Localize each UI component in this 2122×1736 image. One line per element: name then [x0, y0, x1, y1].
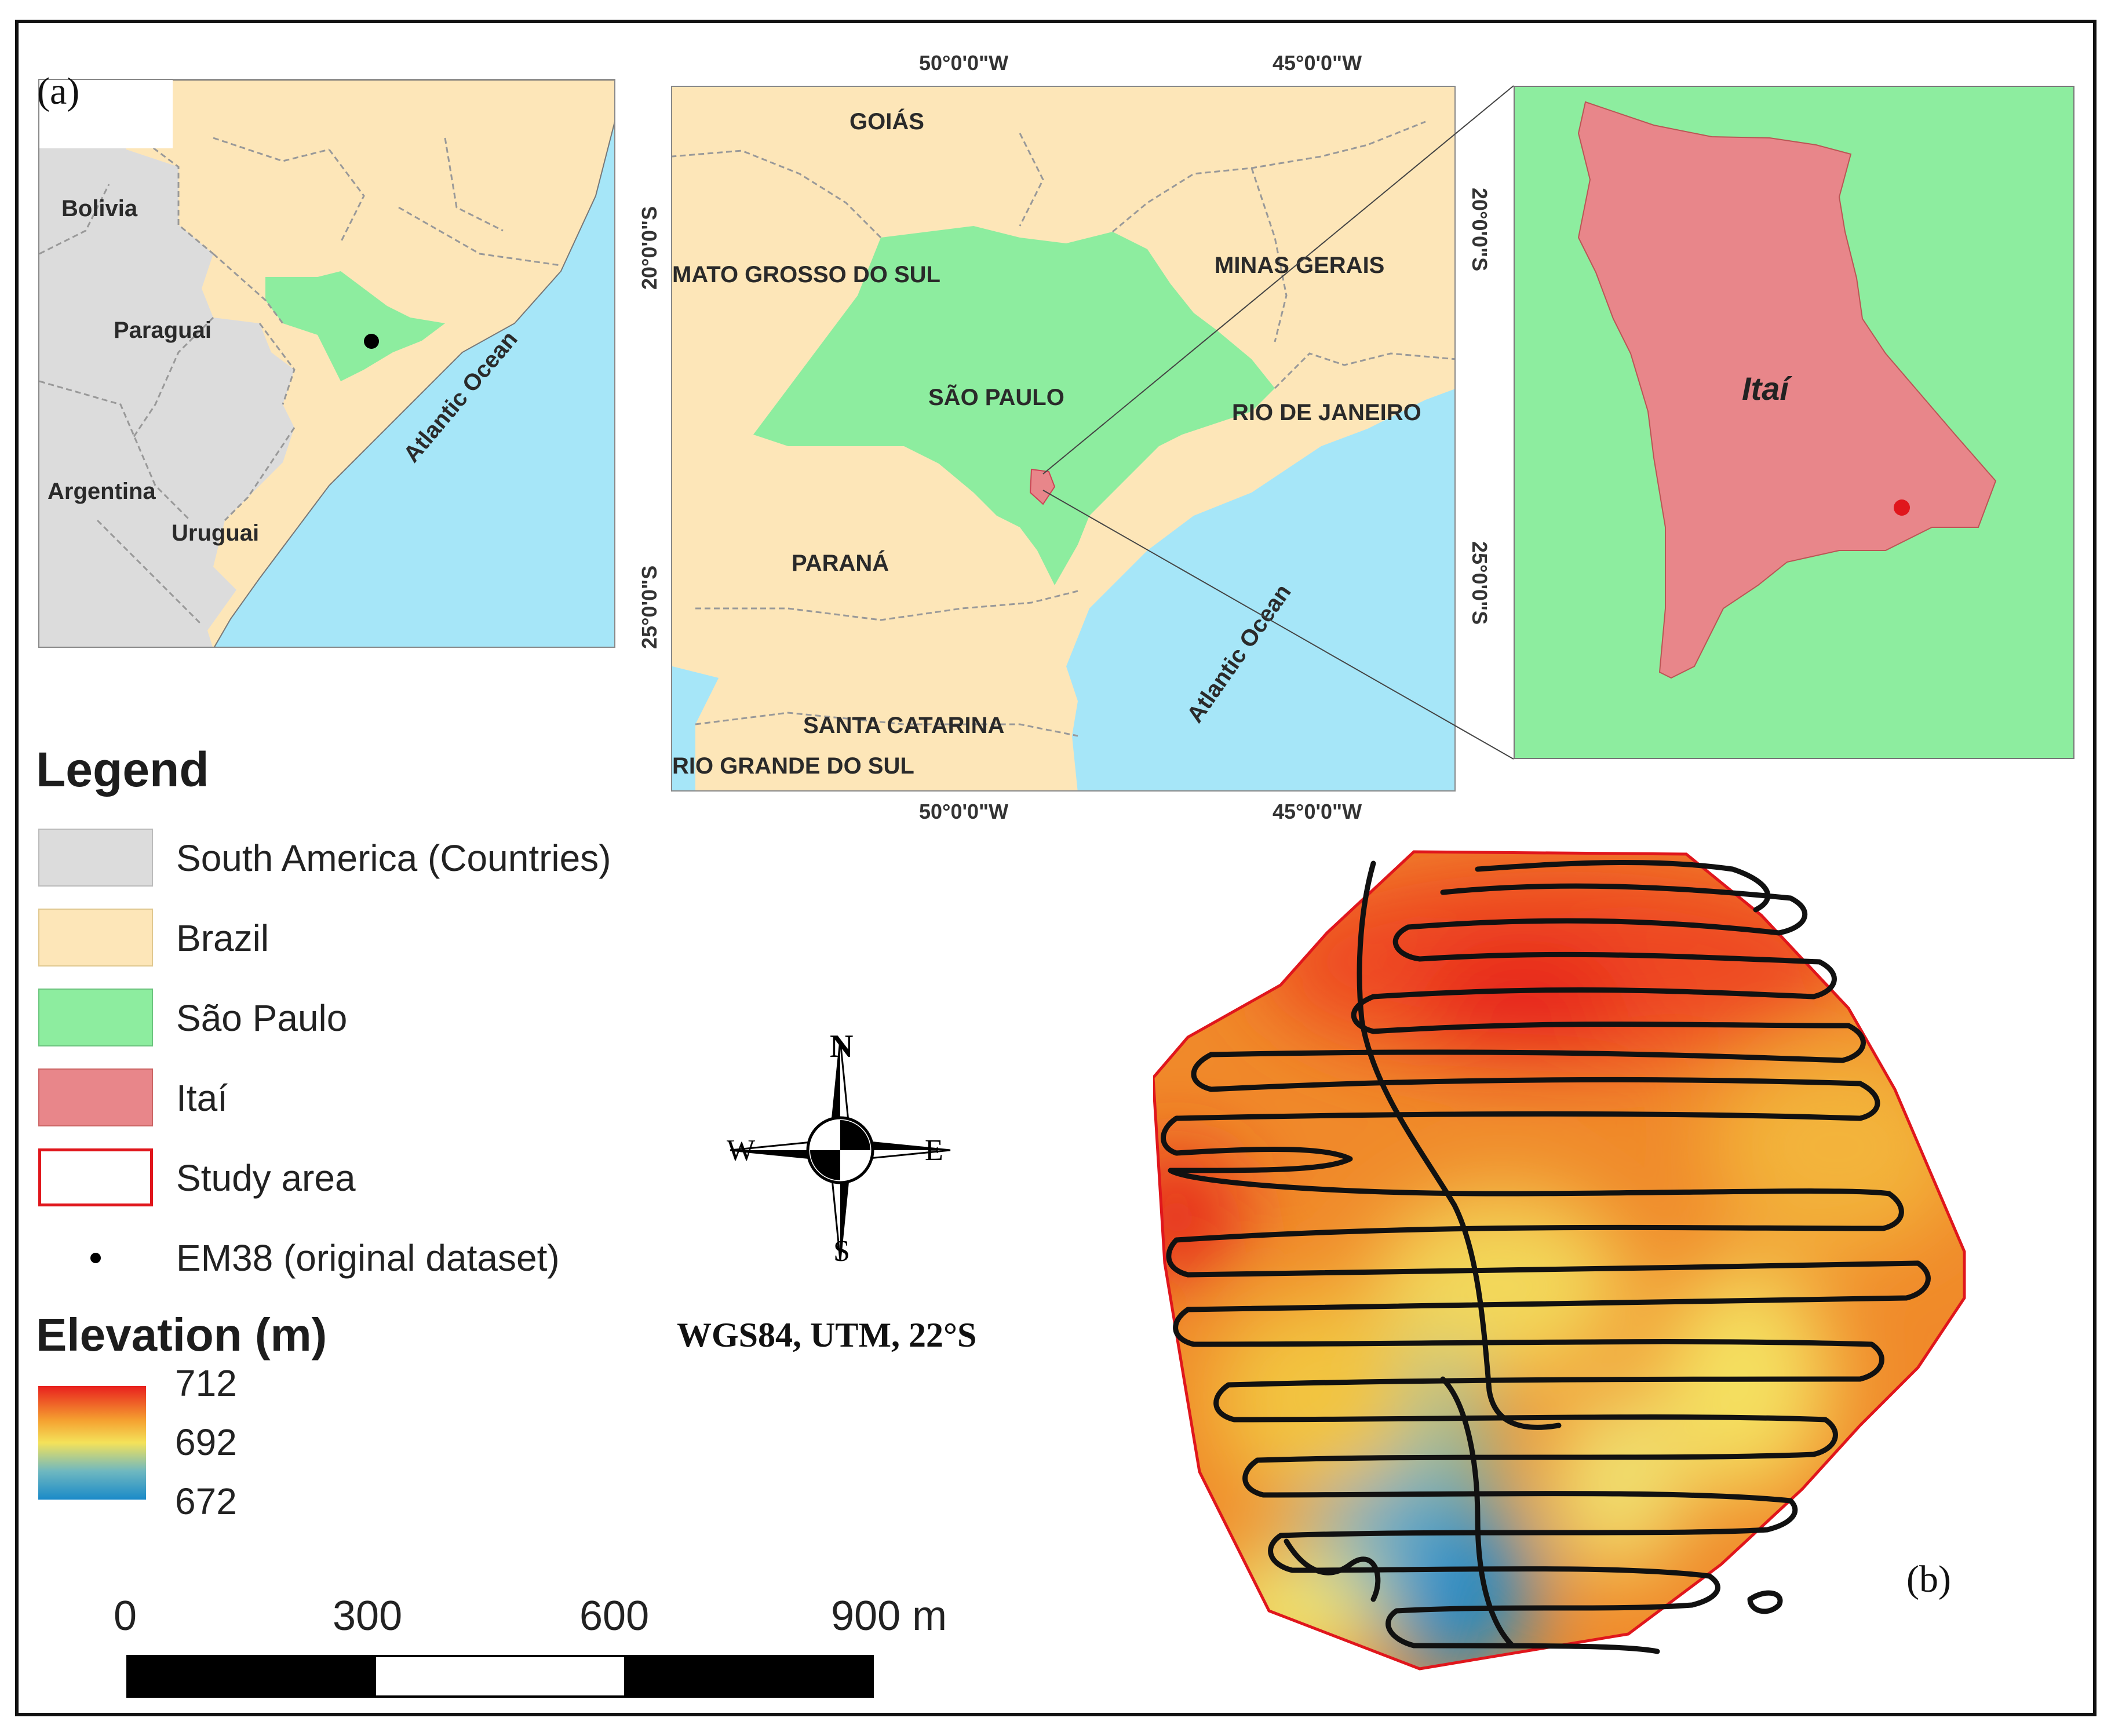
lon-top-45: 45°0'0"W: [1273, 51, 1362, 75]
legend-label-sao-paulo: São Paulo: [176, 997, 348, 1039]
label-paraguai: Paraguai: [114, 318, 212, 343]
label-parana: PARANÁ: [792, 550, 889, 576]
compass-e: E: [925, 1134, 943, 1167]
legend-label-brazil: Brazil: [176, 917, 269, 959]
legend-label-study-area: Study area: [176, 1157, 356, 1199]
elevation-title: Elevation (m): [36, 1309, 327, 1361]
legend-em38-dot: [90, 1253, 101, 1263]
legend-label-em38: EM38 (original dataset): [176, 1237, 560, 1279]
crs-label: WGS84, UTM, 22°S: [677, 1316, 977, 1354]
compass-w: W: [727, 1134, 756, 1167]
label-itai: Itaí: [1742, 370, 1789, 407]
elevation-mid-label: 692: [175, 1421, 237, 1463]
label-santa-catarina: SANTA CATARINA: [803, 713, 1005, 738]
scalebar-tick-0: 0: [114, 1593, 137, 1639]
itai-em38-marker: [1894, 499, 1910, 516]
lon-top-50: 50°0'0"W: [919, 51, 1009, 75]
label-bolivia: Bolivia: [61, 196, 138, 221]
legend-swatch-study-area: [38, 1148, 153, 1206]
label-mato-grosso-do-sul: MATO GROSSO DO SUL: [672, 262, 940, 287]
legend-label-south-america: South America (Countries): [176, 837, 611, 879]
em38-point-marker: [364, 334, 379, 349]
scale-bar: [126, 1655, 874, 1698]
legend-swatch-itai: [38, 1068, 153, 1126]
lon-bottom-50: 50°0'0"W: [919, 800, 1009, 823]
legend-swatch-south-america: [38, 829, 153, 887]
legend-swatch-brazil: [38, 909, 153, 967]
inset-south-america: Bolivia Paraguai Argentina Uruguai Atlan…: [38, 79, 615, 648]
south-america-map: [39, 80, 614, 647]
compass-n: N: [830, 1029, 854, 1064]
em38-survey-tracks: [1161, 859, 1931, 1654]
legend-label-itai: Itaí: [176, 1077, 228, 1119]
label-sao-paulo: SÃO PAULO: [928, 385, 1064, 410]
label-uruguai: Uruguai: [172, 520, 260, 546]
itai-map: [1577, 101, 1997, 679]
elevation-color-ramp: [38, 1386, 146, 1500]
scalebar-tick-900: 900 m: [831, 1593, 947, 1639]
scalebar-tick-300: 300: [333, 1593, 403, 1639]
lon-bottom-45: 45°0'0"W: [1273, 800, 1362, 823]
label-rio-grande-do-sul: RIO GRANDE DO SUL: [672, 753, 914, 779]
panel-a-label: (a): [37, 70, 80, 112]
legend-title: Legend: [36, 742, 209, 797]
study-area-elevation-map: [1153, 850, 1966, 1671]
legend-swatch-sao-paulo: [38, 989, 153, 1046]
inset-brazil-sao-paulo: GOIÁS MATO GROSSO DO SUL MINAS GERAIS SÃ…: [671, 86, 1456, 792]
sao-paulo-map: [672, 87, 1454, 790]
elevation-min-label: 672: [175, 1480, 237, 1522]
scalebar-tick-600: 600: [579, 1593, 650, 1639]
panel-b-label: (b): [1906, 1558, 1951, 1600]
compass-s: S: [833, 1235, 850, 1268]
label-minas-gerais: MINAS GERAIS: [1215, 253, 1385, 278]
label-rio-de-janeiro: RIO DE JANEIRO: [1232, 400, 1421, 425]
inset-itai: Itaí: [1514, 86, 2074, 759]
elevation-max-label: 712: [175, 1362, 237, 1404]
label-argentina: Argentina: [48, 479, 156, 504]
label-goias: GOIÁS: [849, 109, 924, 134]
north-arrow-compass: [730, 1040, 951, 1261]
